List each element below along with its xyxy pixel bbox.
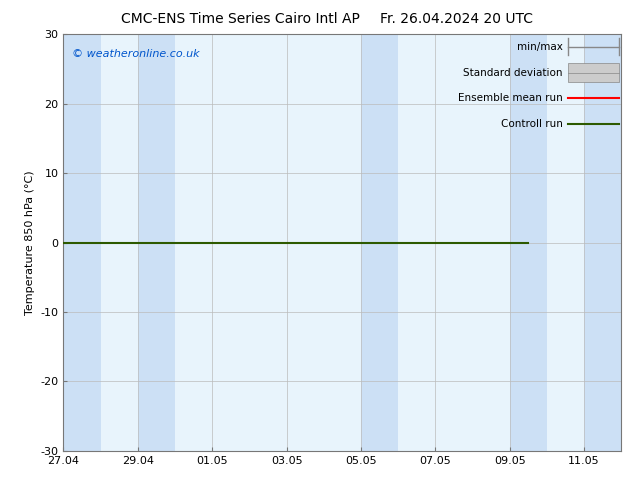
Text: Controll run: Controll run bbox=[501, 119, 563, 129]
Bar bbox=[584, 34, 621, 451]
Bar bbox=[63, 34, 101, 451]
Y-axis label: Temperature 850 hPa (°C): Temperature 850 hPa (°C) bbox=[25, 170, 35, 315]
Text: Standard deviation: Standard deviation bbox=[463, 68, 563, 77]
Bar bbox=[138, 34, 175, 451]
Bar bbox=[568, 63, 619, 82]
Text: CMC-ENS Time Series Cairo Intl AP: CMC-ENS Time Series Cairo Intl AP bbox=[122, 12, 360, 26]
Bar bbox=[510, 34, 547, 451]
Text: Fr. 26.04.2024 20 UTC: Fr. 26.04.2024 20 UTC bbox=[380, 12, 533, 26]
Bar bbox=[361, 34, 398, 451]
Text: min/max: min/max bbox=[517, 42, 563, 52]
Text: © weatheronline.co.uk: © weatheronline.co.uk bbox=[72, 49, 200, 59]
Text: Ensemble mean run: Ensemble mean run bbox=[458, 94, 563, 103]
